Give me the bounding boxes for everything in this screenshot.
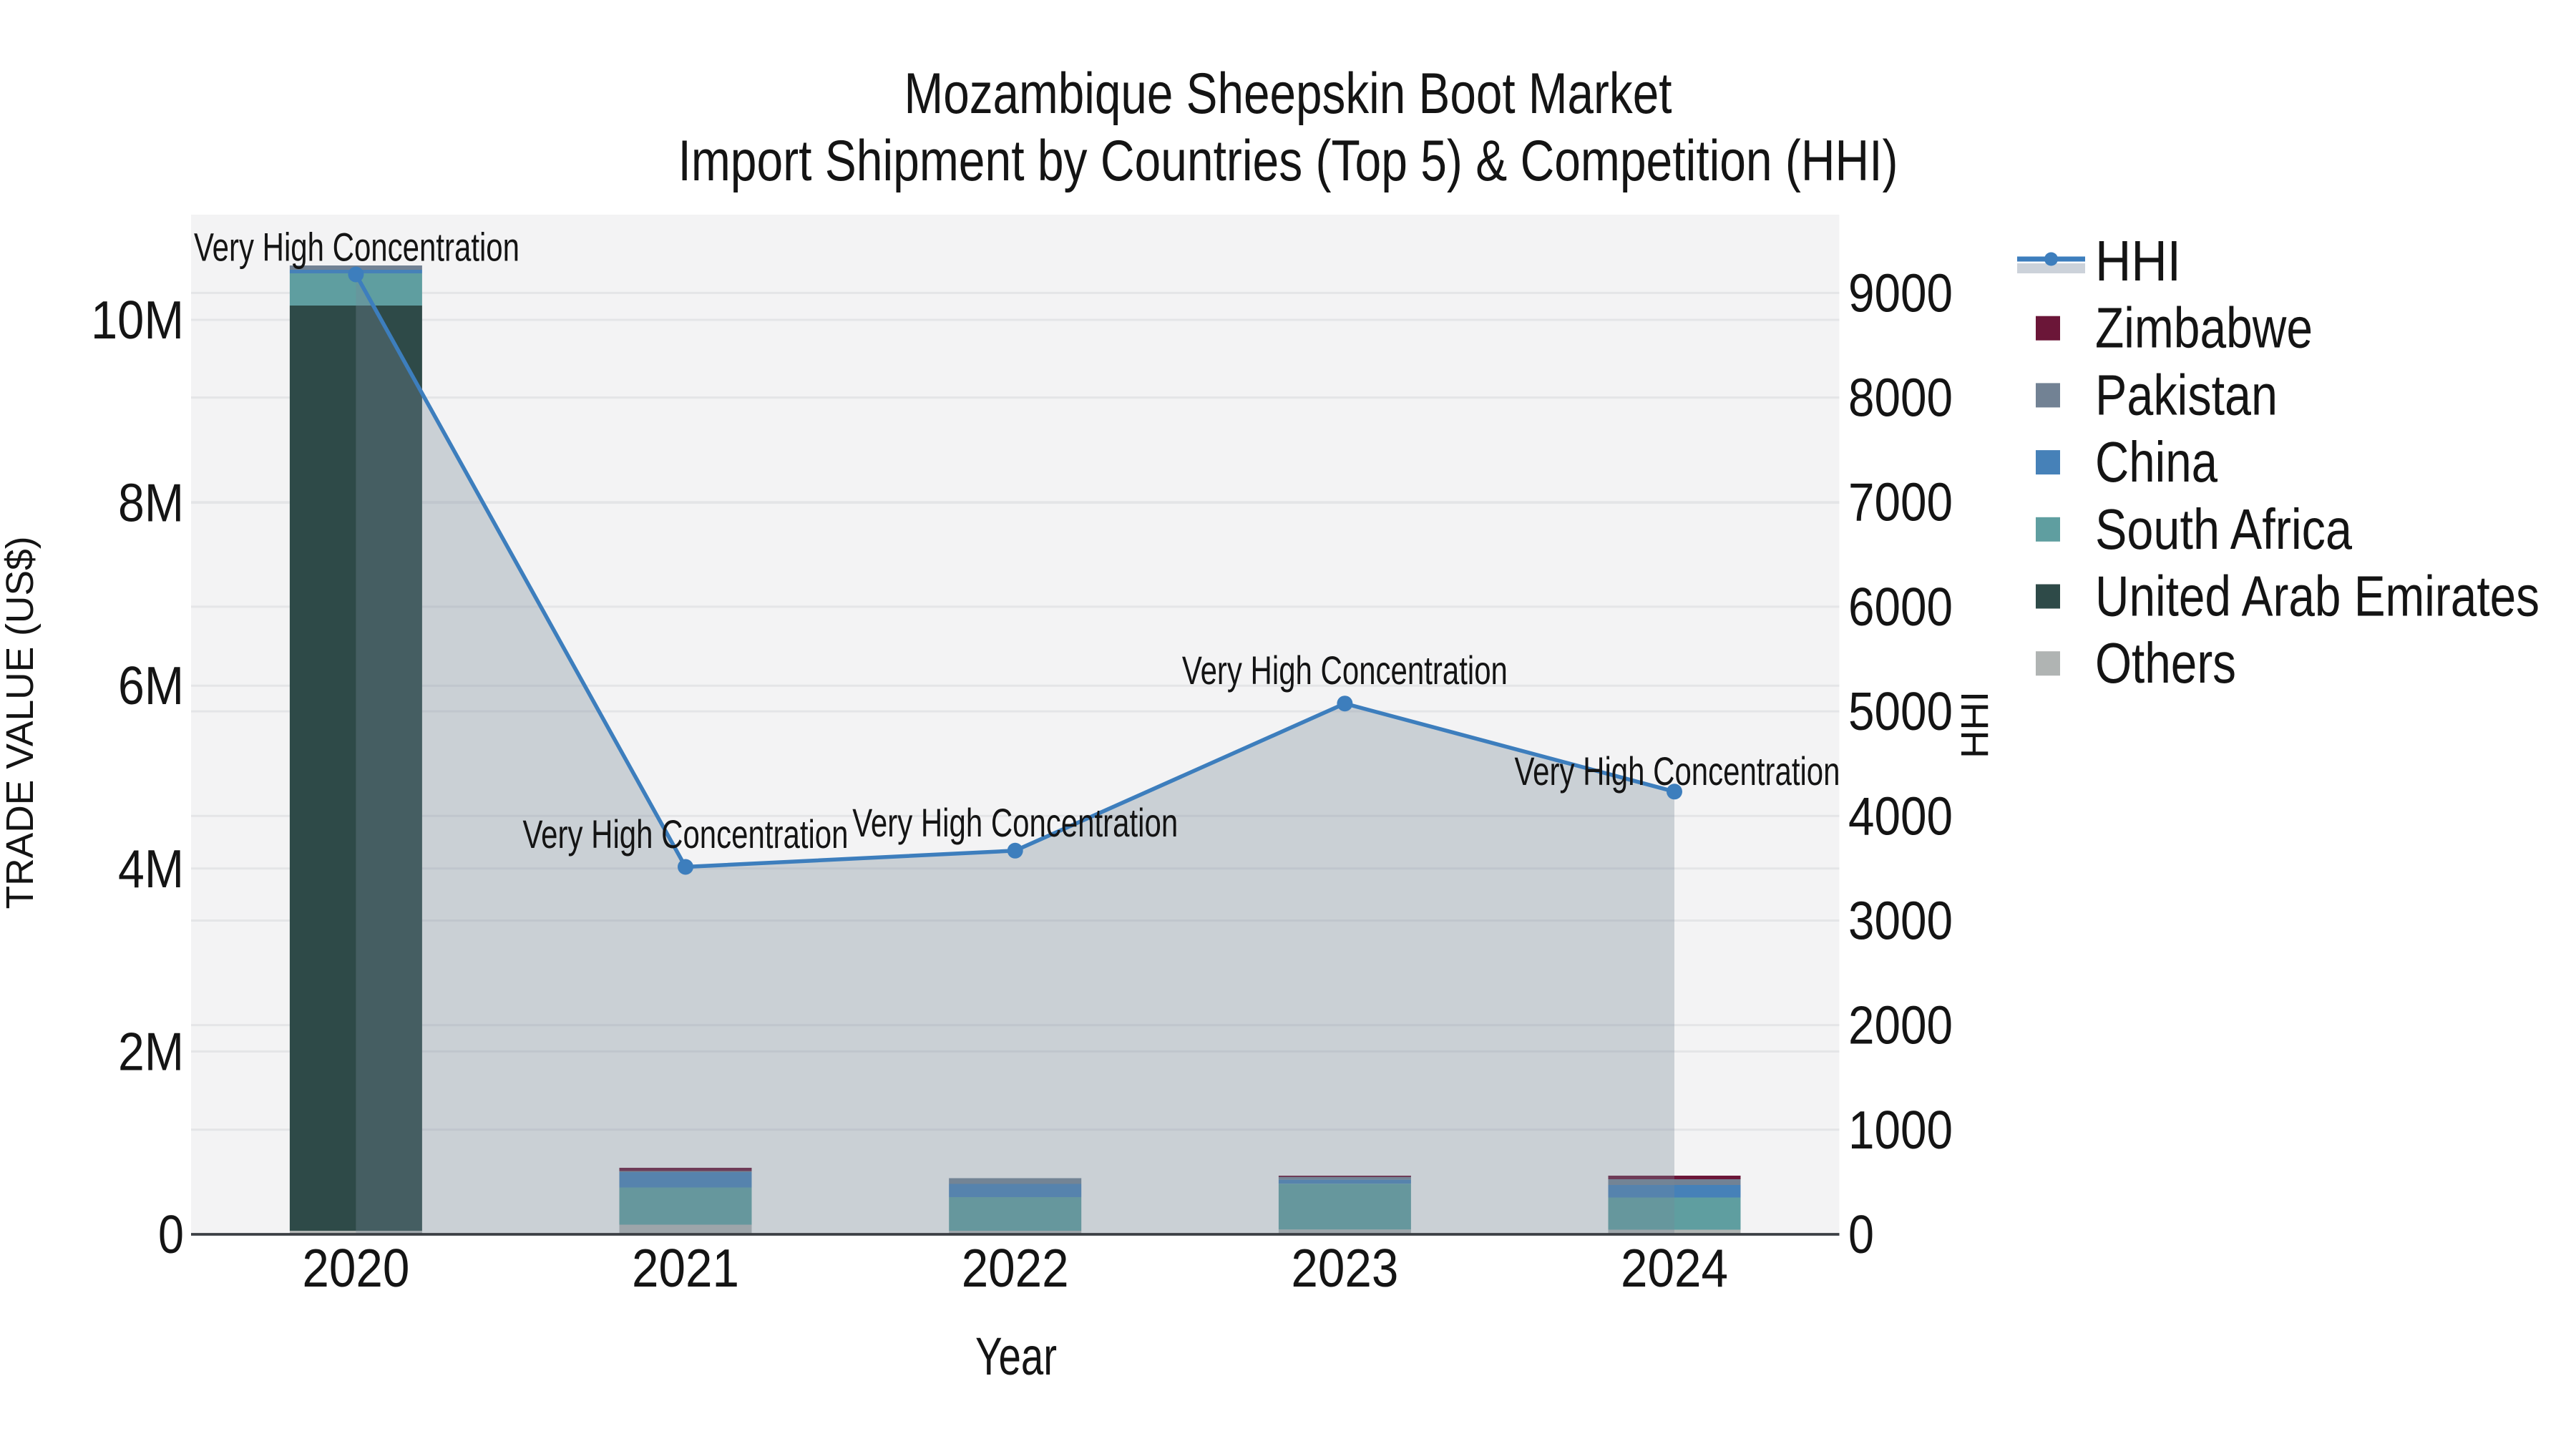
svg-text:8M: 8M: [118, 473, 184, 533]
svg-text:6M: 6M: [118, 655, 184, 716]
svg-text:2021: 2021: [632, 1238, 739, 1298]
svg-text:6000: 6000: [1848, 577, 1953, 637]
svg-text:2000: 2000: [1848, 995, 1953, 1055]
svg-text:10M: 10M: [91, 290, 184, 350]
svg-text:2023: 2023: [1291, 1238, 1398, 1298]
svg-text:Import Shipment by Countries (: Import Shipment by Countries (Top 5) & C…: [678, 129, 1898, 193]
svg-text:0: 0: [158, 1204, 184, 1264]
svg-text:1000: 1000: [1848, 1100, 1953, 1160]
svg-text:2024: 2024: [1621, 1238, 1728, 1298]
svg-text:Very High Concentration: Very High Concentration: [194, 225, 519, 270]
svg-text:5000: 5000: [1848, 681, 1953, 741]
svg-text:Very High Concentration: Very High Concentration: [523, 812, 849, 857]
svg-text:Very High Concentration: Very High Concentration: [852, 801, 1178, 845]
svg-text:2022: 2022: [962, 1238, 1069, 1298]
svg-text:Pakistan: Pakistan: [2095, 363, 2278, 426]
svg-text:4000: 4000: [1848, 786, 1953, 846]
svg-text:Others: Others: [2095, 631, 2236, 695]
svg-text:Zimbabwe: Zimbabwe: [2095, 296, 2313, 360]
svg-text:2M: 2M: [118, 1021, 184, 1081]
svg-text:Year: Year: [975, 1327, 1057, 1386]
svg-text:TRADE VALUE (US$): TRADE VALUE (US$): [0, 537, 42, 909]
svg-text:9000: 9000: [1848, 263, 1953, 323]
svg-text:7000: 7000: [1848, 472, 1953, 532]
svg-text:2020: 2020: [302, 1238, 409, 1298]
svg-text:HHI: HHI: [1953, 691, 1996, 758]
svg-text:Very High Concentration: Very High Concentration: [1515, 749, 1840, 794]
svg-text:Mozambique Sheepskin Boot Mark: Mozambique Sheepskin Boot Market: [904, 62, 1672, 126]
svg-text:8000: 8000: [1848, 368, 1953, 428]
svg-text:HHI: HHI: [2095, 229, 2181, 293]
svg-text:4M: 4M: [118, 839, 184, 899]
svg-text:China: China: [2095, 430, 2218, 494]
svg-text:South Africa: South Africa: [2095, 497, 2352, 561]
svg-text:3000: 3000: [1848, 891, 1953, 951]
svg-text:United Arab Emirates: United Arab Emirates: [2095, 565, 2540, 628]
svg-text:0: 0: [1848, 1204, 1874, 1264]
svg-text:Very High Concentration: Very High Concentration: [1182, 648, 1508, 693]
